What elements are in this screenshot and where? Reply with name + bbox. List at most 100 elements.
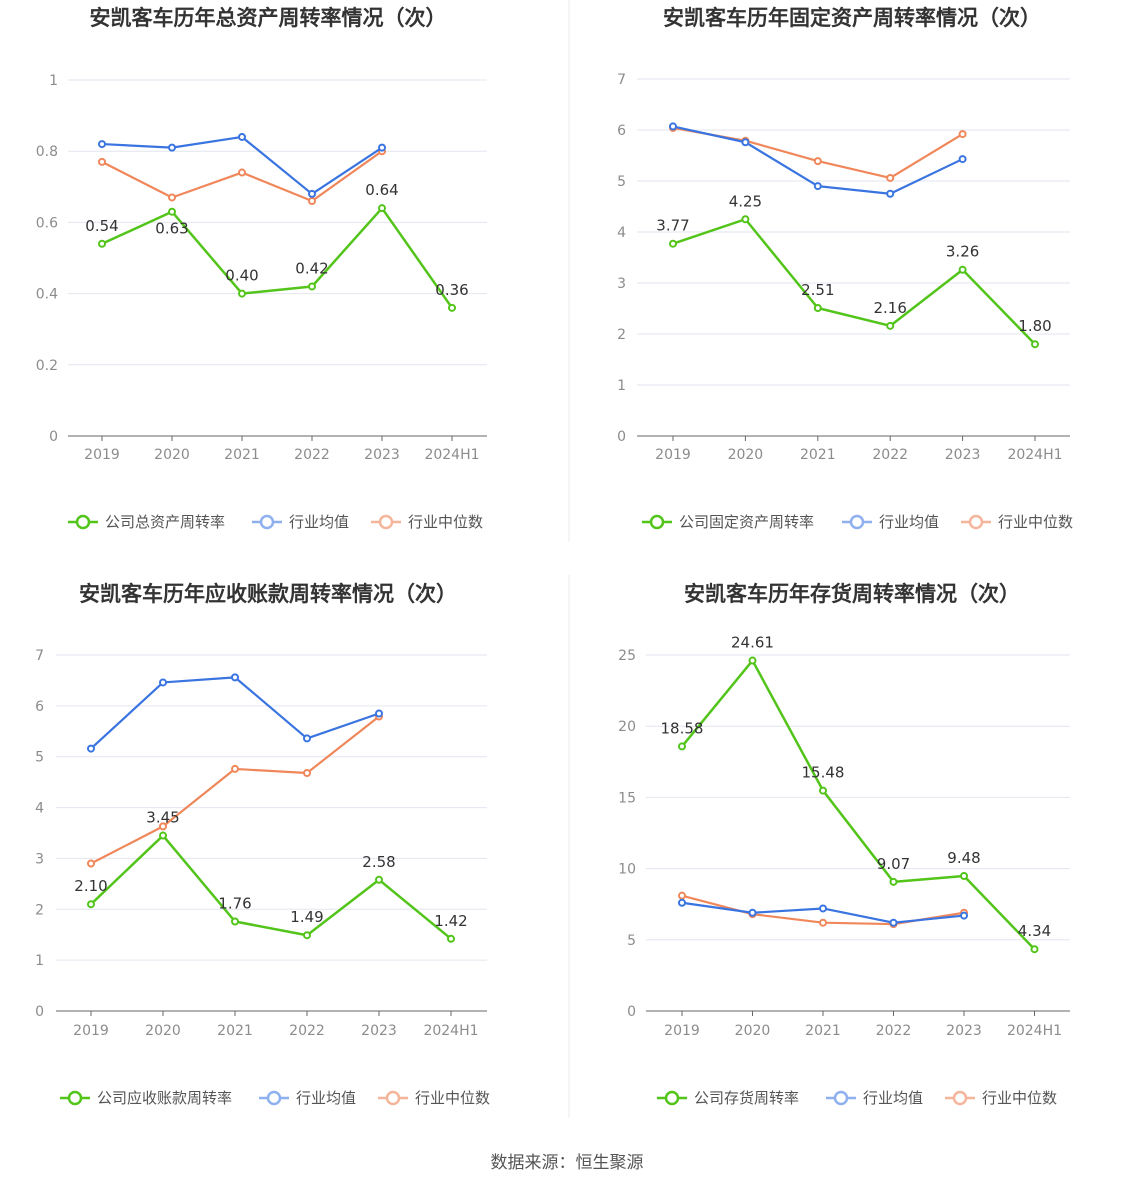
data-label: 2.51 xyxy=(801,281,834,299)
chart-title: 安凯客车历年存货周转率情况（次） xyxy=(684,582,1020,606)
data-point xyxy=(378,204,386,213)
data-point xyxy=(159,678,167,687)
data-point xyxy=(231,917,239,926)
data-point xyxy=(238,132,246,141)
data-point xyxy=(960,911,968,920)
y-tick-label: 6 xyxy=(617,123,626,139)
x-tick-label: 2023 xyxy=(364,447,400,463)
y-tick-label: 2 xyxy=(35,902,44,918)
data-point xyxy=(813,303,822,312)
data-point xyxy=(159,831,167,840)
data-label: 24.61 xyxy=(731,634,774,652)
y-tick-label: 0.4 xyxy=(36,287,58,303)
legend-marker-icon xyxy=(649,514,665,530)
y-tick-label: 0.8 xyxy=(36,144,58,160)
legend-item-company[interactable]: 公司存货周转率 xyxy=(657,1089,799,1107)
chart-title: 安凯客车历年固定资产周转率情况（次） xyxy=(663,6,1041,30)
y-tick-label: 1 xyxy=(35,953,44,969)
legend-item-industry-mean[interactable]: 行业均值 xyxy=(252,513,349,531)
data-point xyxy=(303,734,311,743)
data-point xyxy=(741,215,750,224)
y-tick-label: 7 xyxy=(35,648,44,664)
data-label: 2.10 xyxy=(74,877,107,895)
data-point xyxy=(98,157,106,166)
data-label: 1.49 xyxy=(290,908,323,926)
data-point xyxy=(87,859,95,868)
data-label: 9.07 xyxy=(877,855,910,873)
data-point xyxy=(889,918,898,927)
y-tick-label: 0.2 xyxy=(36,358,58,374)
series-line-industry-median xyxy=(90,715,380,865)
data-point xyxy=(819,918,827,927)
legend-marker-icon xyxy=(67,1090,83,1106)
data-point xyxy=(87,900,95,909)
y-tick-label: 10 xyxy=(618,862,636,878)
legend-label: 行业中位数 xyxy=(998,513,1073,531)
legend-item-industry-median[interactable]: 行业中位数 xyxy=(371,513,483,531)
data-point xyxy=(168,207,176,216)
x-tick-label: 2024H1 xyxy=(1007,447,1062,463)
data-point xyxy=(168,143,176,152)
x-tick-label: 2020 xyxy=(145,1023,181,1039)
data-point xyxy=(238,168,246,177)
legend-item-industry-median[interactable]: 行业中位数 xyxy=(945,1089,1057,1107)
y-tick-label: 2 xyxy=(617,327,626,343)
legend-label: 行业均值 xyxy=(863,1089,923,1107)
data-label: 15.48 xyxy=(802,764,845,782)
series-line-company xyxy=(672,218,1036,346)
legend-item-company[interactable]: 公司应收账款周转率 xyxy=(60,1089,232,1107)
data-point xyxy=(748,908,757,917)
data-label: 18.58 xyxy=(661,719,704,737)
data-point xyxy=(819,786,827,795)
legend-item-industry-mean[interactable]: 行业均值 xyxy=(842,513,939,531)
data-label: 0.40 xyxy=(225,267,258,285)
data-point xyxy=(303,768,311,777)
legend-item-industry-median[interactable]: 行业中位数 xyxy=(378,1089,490,1107)
legend-marker-icon xyxy=(75,514,91,530)
y-tick-label: 20 xyxy=(618,719,636,735)
data-point xyxy=(741,138,750,147)
data-label: 0.63 xyxy=(155,220,188,238)
x-tick-label: 2022 xyxy=(294,447,330,463)
x-tick-label: 2023 xyxy=(361,1023,397,1039)
data-point xyxy=(308,189,316,198)
x-tick-label: 2022 xyxy=(876,1023,912,1039)
x-tick-label: 2019 xyxy=(664,1023,700,1039)
y-tick-label: 0 xyxy=(49,429,58,445)
series-line-company xyxy=(681,659,1036,951)
data-point xyxy=(378,143,386,152)
data-point xyxy=(958,130,967,139)
y-tick-label: 5 xyxy=(617,174,626,190)
x-tick-label: 2021 xyxy=(217,1023,253,1039)
data-point xyxy=(308,282,316,291)
data-label: 0.36 xyxy=(435,281,468,299)
y-tick-label: 6 xyxy=(35,699,44,715)
legend-item-industry-median[interactable]: 行业中位数 xyxy=(961,513,1073,531)
data-point xyxy=(448,303,456,312)
x-tick-label: 2024H1 xyxy=(424,447,479,463)
y-tick-label: 4 xyxy=(617,225,626,241)
legend-marker-icon xyxy=(266,1090,282,1106)
legend-marker-icon xyxy=(259,514,275,530)
data-point xyxy=(813,182,822,191)
data-point xyxy=(238,289,246,298)
x-tick-label: 2024H1 xyxy=(1007,1023,1062,1039)
data-point xyxy=(159,822,167,831)
source-footer: 数据来源：恒生聚源 xyxy=(491,1153,644,1173)
data-point xyxy=(375,875,383,884)
x-tick-label: 2019 xyxy=(73,1023,109,1039)
legend-item-company[interactable]: 公司总资产周转率 xyxy=(68,513,225,531)
legend-item-industry-mean[interactable]: 行业均值 xyxy=(259,1089,356,1107)
data-point xyxy=(958,155,967,164)
legend-item-company[interactable]: 公司固定资产周转率 xyxy=(642,513,814,531)
x-tick-label: 2021 xyxy=(800,447,836,463)
legend-label: 公司固定资产周转率 xyxy=(679,513,814,531)
data-point xyxy=(98,239,106,248)
chart-panel-3: 安凯客车历年应收账款周转率情况（次） 0 1 2 3 4 5 6 7 2019 2020 2021 20… xyxy=(35,582,490,1107)
x-tick-label: 2023 xyxy=(945,447,981,463)
data-point xyxy=(678,742,686,751)
y-tick-label: 4 xyxy=(35,801,44,817)
legend-item-industry-mean[interactable]: 行业均值 xyxy=(826,1089,923,1107)
x-tick-label: 2019 xyxy=(655,447,691,463)
